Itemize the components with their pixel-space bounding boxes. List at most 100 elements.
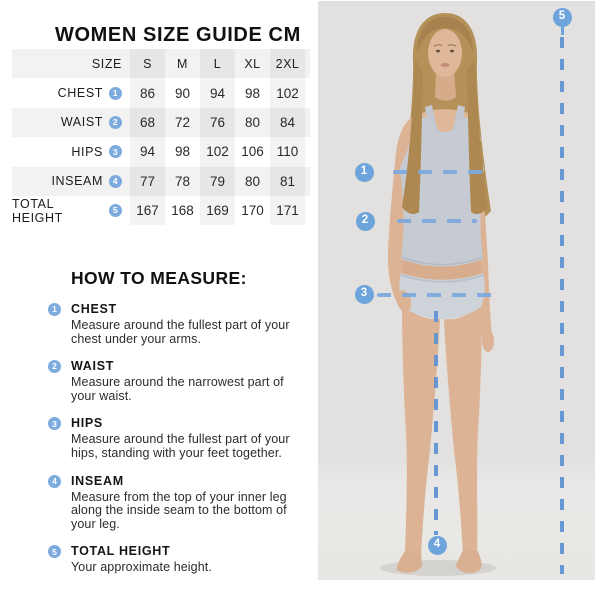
cell-hips-s: 94	[130, 137, 165, 167]
model-photo: 1 2 3 4 5	[318, 1, 595, 580]
right-leg	[444, 301, 482, 553]
hips-measure-line	[377, 293, 497, 297]
row-label-hips: HIPS 3	[12, 137, 130, 166]
measure-item-label: INSEAM	[71, 473, 124, 488]
marker-badge-4: 4	[109, 174, 122, 188]
floor	[318, 456, 595, 580]
size-header-s: S	[130, 49, 165, 79]
row-label-text: HIPS	[71, 144, 103, 159]
row-label-text: WAIST	[60, 115, 103, 130]
measure-item-chest: 1 CHEST Measure around the fullest part …	[48, 302, 316, 346]
cell-hips-2xl: 110	[270, 137, 305, 167]
cell-waist-s: 68	[130, 107, 165, 138]
cell-inseam-xl: 80	[244, 173, 261, 189]
figure-marker-4: 4	[427, 535, 447, 555]
row-label-text: TOTAL HEIGHT	[12, 196, 63, 225]
marker-badge-3: 3	[48, 417, 61, 431]
cell-chest-s: 86	[130, 78, 165, 108]
cell-inseam-2xl: 81	[270, 166, 305, 196]
cell-height-s: 167	[130, 195, 165, 226]
measure-item-label: TOTAL HEIGHT	[71, 544, 171, 559]
measure-item-text: INSEAM Measure from the top of your inne…	[71, 474, 293, 532]
table-row-waist: WAIST 2 68 72 76 80 84	[12, 107, 310, 138]
table-row-inseam: INSEAM 4 77 78 79 80 81	[12, 166, 310, 196]
height-marker-stem	[560, 26, 564, 35]
cell-hips-xl: 106	[241, 144, 264, 160]
right-eye	[450, 49, 454, 53]
measure-item-text: CHEST Measure around the fullest part of…	[71, 302, 293, 346]
measure-item-inseam: 4 INSEAM Measure from the top of your in…	[48, 474, 316, 532]
neck	[435, 69, 456, 101]
right-brow	[447, 44, 457, 47]
cell-chest-2xl: 102	[270, 78, 305, 108]
cell-chest-xl: 98	[244, 85, 261, 101]
measure-item-description: Measure around the fullest part of your …	[71, 432, 290, 460]
woman-figure	[387, 13, 494, 574]
total-height-measure-line	[560, 37, 564, 574]
cell-chest-l: 94	[200, 78, 235, 108]
left-foot	[396, 550, 422, 573]
cell-inseam-s: 77	[130, 166, 165, 196]
measure-item-label: HIPS	[71, 416, 103, 431]
measure-item-text: HIPS Measure around the fullest part of …	[71, 416, 293, 460]
size-column-header: SIZE	[91, 56, 122, 71]
cell-height-2xl: 171	[270, 195, 305, 226]
cell-hips-m: 98	[174, 144, 191, 160]
row-label-total-height: TOTAL HEIGHT 5	[12, 196, 130, 225]
measure-item-label: CHEST	[71, 302, 117, 316]
how-to-measure-section: HOW TO MEASURE: 1 CHEST Measure around t…	[48, 268, 316, 588]
measure-item-text: TOTAL HEIGHT Your approximate height.	[71, 544, 293, 575]
hair-strand-left	[402, 59, 423, 215]
waist-measure-line	[397, 219, 477, 223]
marker-badge-5: 5	[48, 545, 61, 559]
marker-badge-4: 4	[48, 474, 61, 488]
measure-item-total-height: 5 TOTAL HEIGHT Your approximate height.	[48, 544, 316, 575]
lips	[440, 63, 450, 67]
row-label-text: INSEAM	[51, 174, 103, 189]
measure-item-text: WAIST Measure around the narrowest part …	[71, 359, 293, 403]
cell-waist-m: 72	[174, 114, 191, 130]
measure-item-description: Measure around the fullest part of your …	[71, 318, 290, 346]
row-label-inseam: INSEAM 4	[12, 167, 130, 196]
row-label-chest: CHEST 1	[12, 78, 130, 107]
figure-marker-1: 1	[354, 162, 374, 182]
figure-marker-5: 5	[552, 7, 572, 27]
model-figure	[318, 13, 595, 580]
measure-item-waist: 2 WAIST Measure around the narrowest par…	[48, 359, 316, 403]
measure-item-description: Your approximate height.	[71, 560, 212, 575]
right-hand	[482, 330, 494, 352]
page-title: WOMEN SIZE GUIDE CM	[55, 24, 301, 46]
size-table: SIZE S M L XL 2XL CHEST 1 86 90 94 98 10…	[12, 49, 310, 226]
right-foot	[456, 550, 482, 574]
marker-badge-3: 3	[109, 145, 122, 159]
table-row-total-height: TOTAL HEIGHT 5 167 168 169 170 171	[12, 195, 310, 226]
marker-badge-1: 1	[109, 86, 122, 100]
marker-badge-2: 2	[48, 360, 61, 374]
measure-item-label: WAIST	[71, 359, 115, 374]
measure-item-hips: 3 HIPS Measure around the fullest part o…	[48, 416, 316, 460]
size-header-2xl: 2XL	[270, 49, 305, 79]
cell-waist-2xl: 84	[270, 107, 305, 138]
cell-inseam-m: 78	[174, 173, 191, 189]
row-label-waist: WAIST 2	[12, 108, 130, 137]
cell-hips-l: 102	[200, 137, 235, 167]
left-leg	[402, 301, 440, 553]
size-header-l: L	[200, 49, 235, 79]
size-header-m: M	[177, 56, 188, 71]
chest-measure-line	[393, 170, 491, 174]
measure-item-description: Measure around the narrowest part of you…	[71, 375, 284, 403]
hair-strand-right	[467, 59, 488, 215]
table-header-row: SIZE S M L XL 2XL	[12, 49, 310, 79]
cell-height-xl: 170	[241, 203, 264, 219]
hair-fringe	[417, 17, 473, 53]
face	[428, 29, 462, 77]
marker-badge-2: 2	[109, 115, 122, 129]
cell-chest-m: 90	[174, 85, 191, 101]
table-row-hips: HIPS 3 94 98 102 106 110	[12, 137, 310, 167]
measure-item-description: Measure from the top of your inner leg a…	[71, 489, 287, 531]
figure-marker-3: 3	[354, 284, 374, 304]
size-header-xl: XL	[244, 56, 261, 71]
how-to-measure-heading: HOW TO MEASURE:	[71, 268, 247, 288]
left-brow	[433, 44, 443, 47]
